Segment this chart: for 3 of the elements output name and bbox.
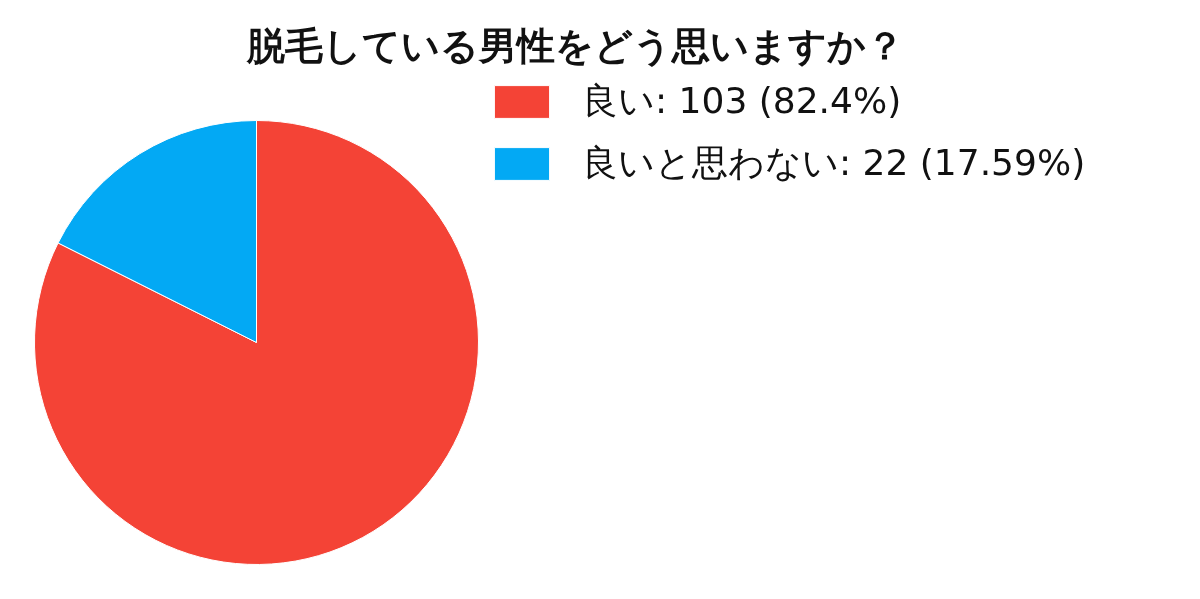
- legend-label: 良い: 103 (82.4%): [582, 79, 902, 123]
- legend-label: 良いと思わない: 22 (17.59%): [582, 141, 1086, 185]
- chart-title: 脱毛している男性をどう思いますか？: [246, 23, 904, 68]
